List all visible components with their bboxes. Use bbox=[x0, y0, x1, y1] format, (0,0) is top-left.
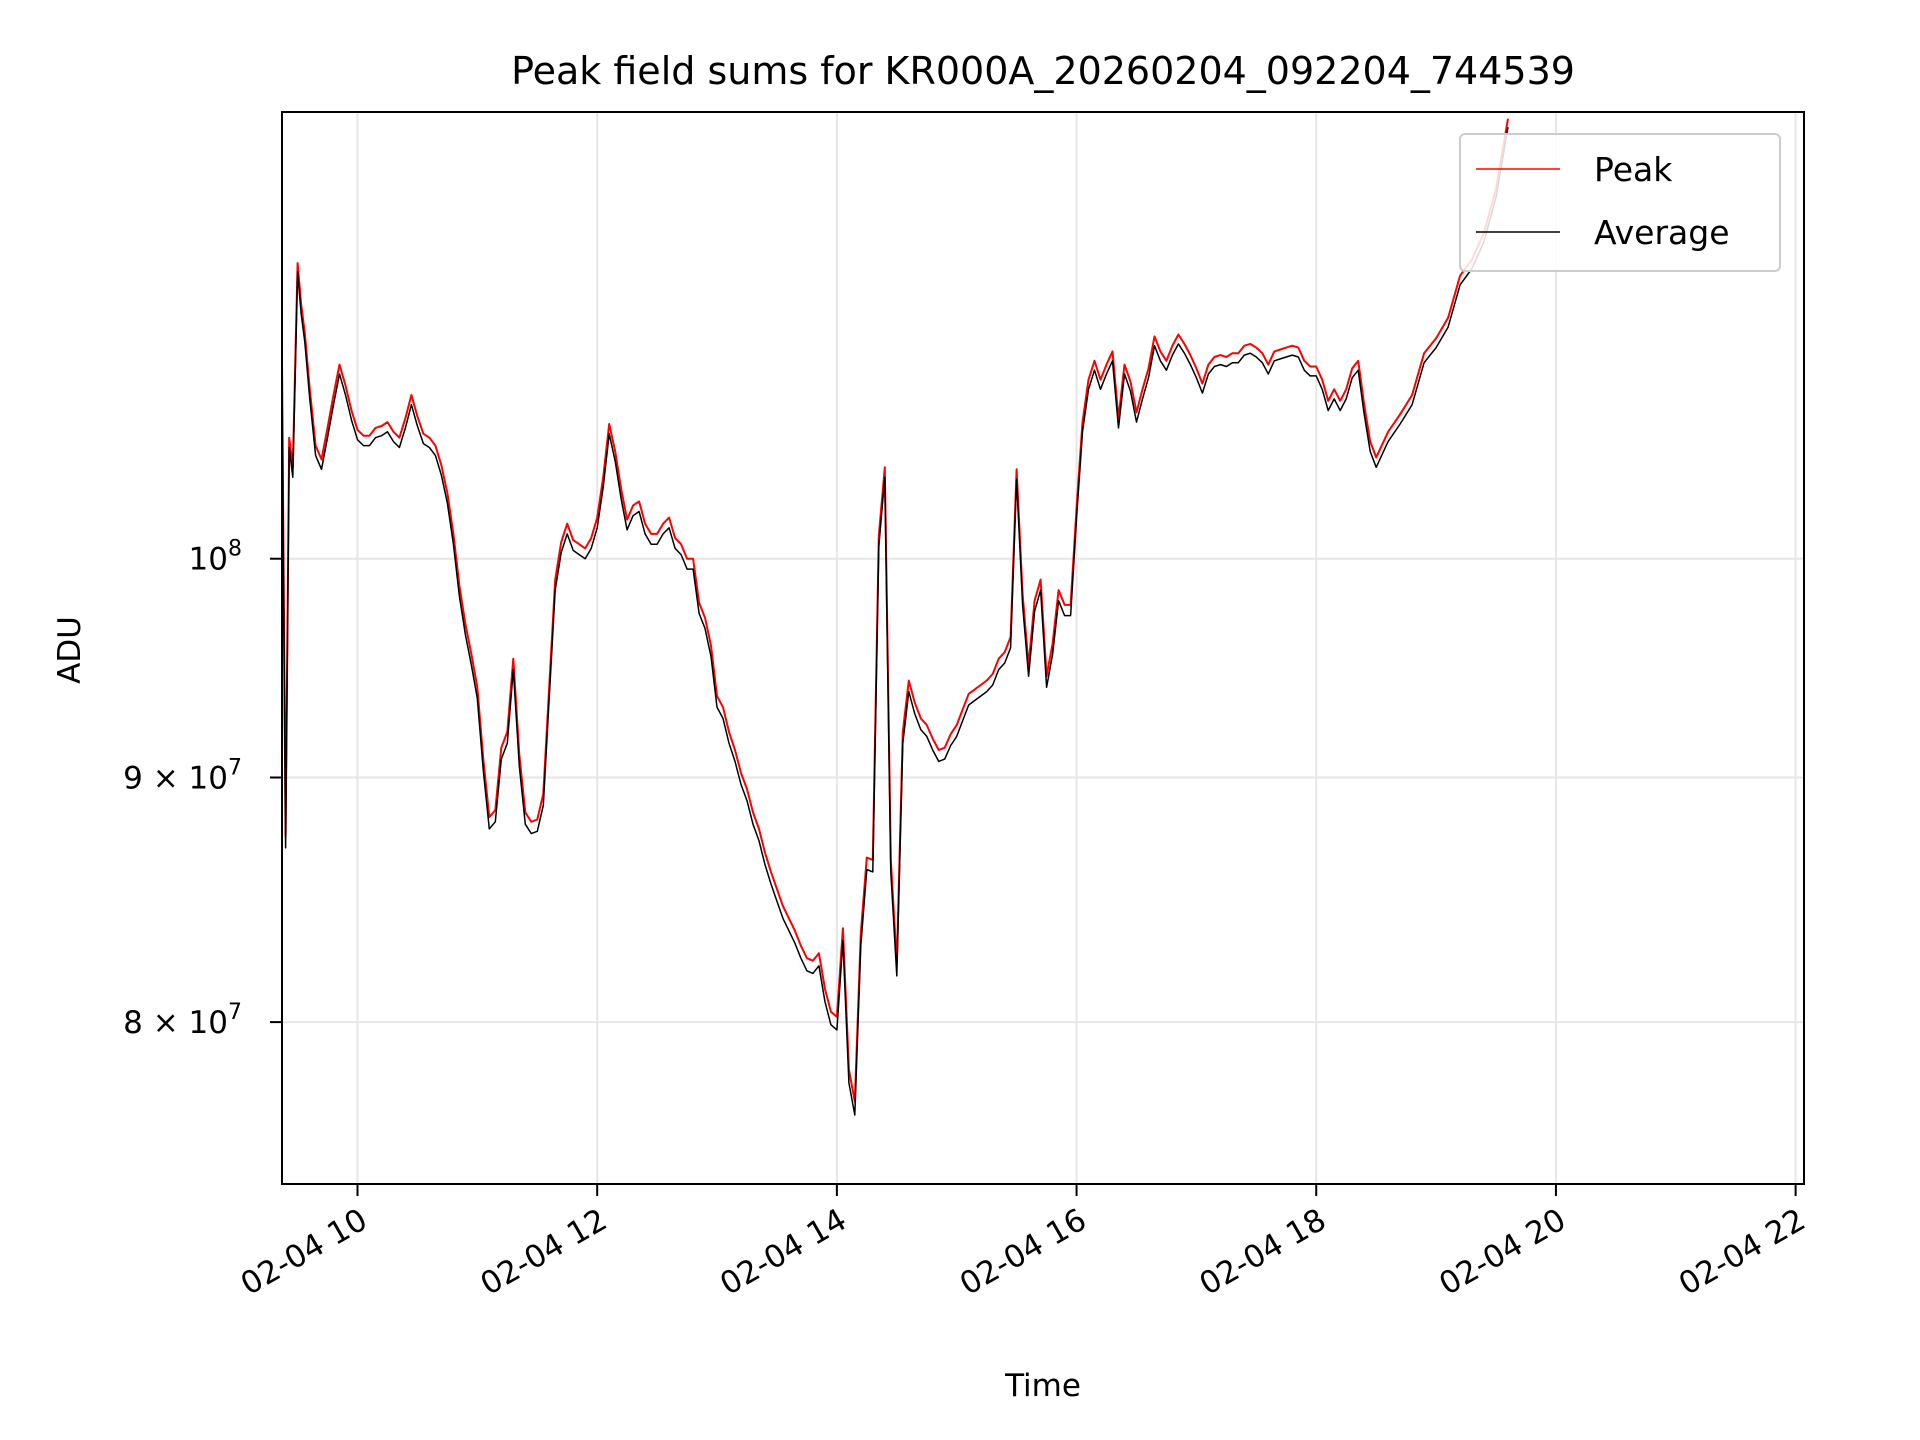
legend-label-average: Average bbox=[1594, 213, 1730, 252]
x-axis-label: Time bbox=[1004, 1368, 1081, 1404]
grid-lines bbox=[282, 112, 1804, 1184]
legend-label-peak: Peak bbox=[1594, 150, 1673, 189]
legend: Peak Average bbox=[1459, 133, 1781, 272]
plot-frame bbox=[281, 111, 1805, 1185]
chart-title: Peak field sums for KR000A_20260204_0922… bbox=[511, 49, 1575, 93]
series-line-average bbox=[282, 126, 1509, 1116]
y-axis-label: ADU bbox=[52, 616, 88, 684]
plot-series bbox=[282, 118, 1509, 1116]
y-tick-label: 9 × 107 bbox=[123, 756, 242, 797]
y-tick-label: 8 × 107 bbox=[123, 1000, 242, 1041]
